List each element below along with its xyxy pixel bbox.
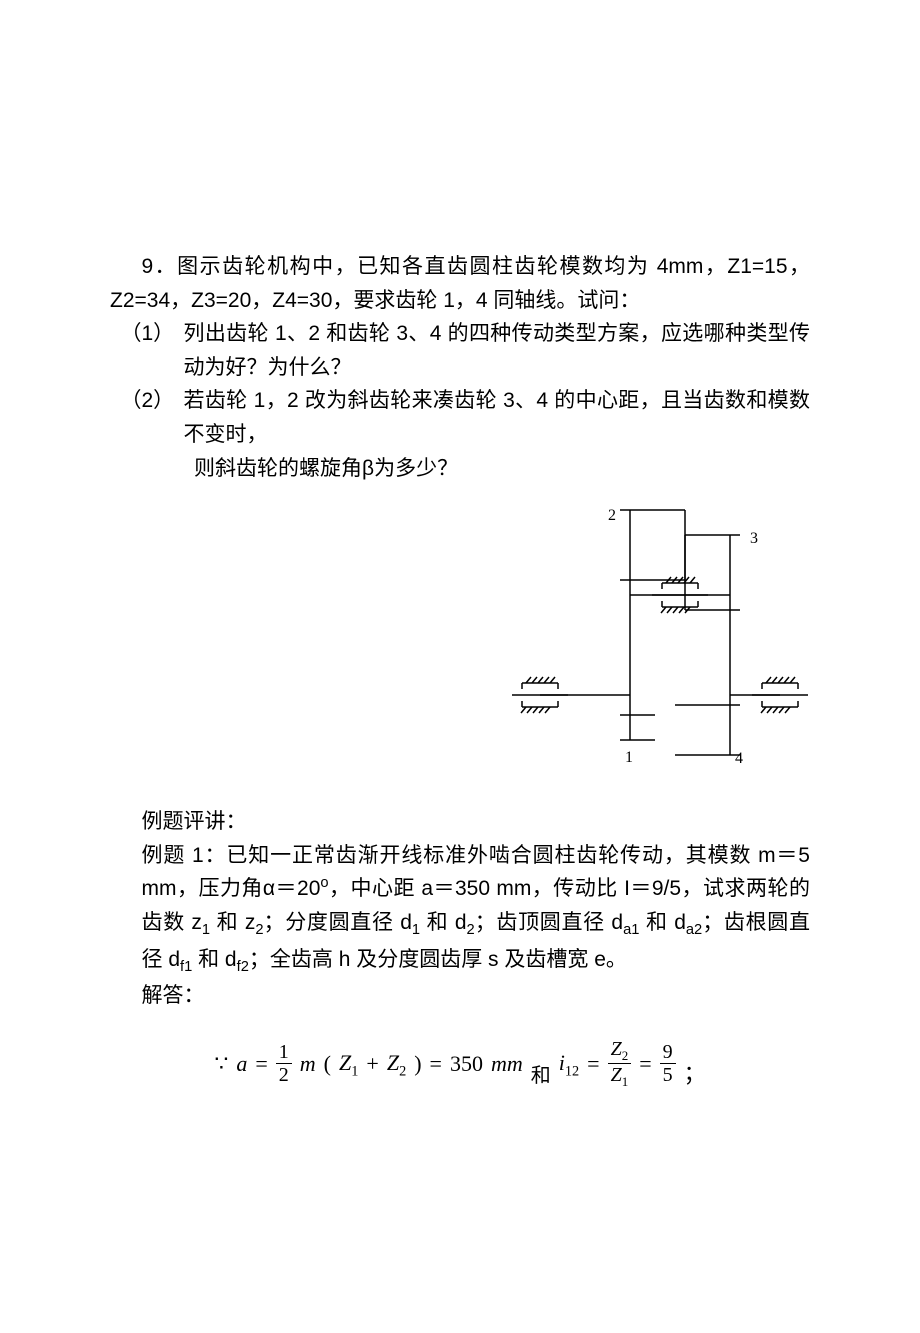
eq: = (587, 1046, 599, 1081)
formula-row: ∵ a = 1 2 m(Z1 + Z2) = 350mm 和 i12 = Z2 … (110, 1038, 810, 1090)
document-page: 9．图示齿轮机构中，已知各直齿圆柱齿轮模数均为 4mm，Z1=15，Z2=34，… (0, 0, 920, 1090)
sub: 1 (202, 922, 210, 938)
text: 和 d (639, 911, 685, 934)
text: 和 z (210, 911, 255, 934)
denom: 5 (660, 1063, 676, 1086)
lparen: ( (324, 1046, 331, 1081)
denom: 2 (276, 1063, 292, 1086)
text: ；全齿高 h 及分度圆齿厚 s 及齿槽宽 e。 (249, 948, 627, 971)
var-Z1: Z1 (339, 1045, 358, 1083)
example-block: 例题评讲： 例题 1：已知一正常齿渐开线标准外啮合圆柱齿轮传动，其模数 m＝5 … (110, 805, 810, 1013)
q9-item-2-sub: 则斜齿轮的螺旋角β为多少？ (121, 452, 811, 486)
item-text: 若齿轮 1，2 改为斜齿轮来凑齿轮 3、4 的中心距，且当齿数和模数不变时， (184, 384, 811, 451)
gear-diagram: 2 3 1 4 (480, 495, 810, 775)
numer: Z2 (608, 1038, 632, 1063)
eq: = (255, 1046, 267, 1081)
q9-item-1: （1） 列出齿轮 1、2 和齿轮 3、4 的四种传动类型方案，应选哪种类型传动为… (121, 317, 811, 384)
fraction-z2z1: Z2 Z1 (608, 1038, 632, 1090)
because-symbol: ∵ (214, 1046, 228, 1081)
sub: 2 (255, 922, 263, 938)
numer: 1 (276, 1041, 292, 1063)
sub: f1 (180, 959, 192, 975)
sub: 2 (467, 922, 475, 938)
semicolon: ； (684, 1056, 706, 1091)
rparen: ) (414, 1046, 421, 1081)
var-Z2: Z2 (387, 1045, 406, 1083)
item-text: 列出齿轮 1、2 和齿轮 3、4 的四种传动类型方案，应选哪种类型传动为好？为什… (184, 317, 811, 384)
q9-intro: 9．图示齿轮机构中，已知各直齿圆柱齿轮模数均为 4mm，Z1=15，Z2=34，… (110, 250, 810, 317)
svg-text:2: 2 (608, 507, 616, 524)
text: ；齿顶圆直径 d (475, 911, 623, 934)
eq: = (430, 1046, 442, 1081)
example-heading: 例题评讲： (142, 805, 811, 839)
svg-text:4: 4 (735, 750, 743, 767)
var-i12: i12 (559, 1045, 579, 1083)
answer-label: 解答： (142, 979, 811, 1013)
var-a: a (236, 1046, 247, 1081)
gear-diagram-wrap: 2 3 1 4 (110, 495, 840, 775)
sub: f2 (237, 959, 249, 975)
item-number: （1） (121, 317, 184, 384)
text: 和 d (192, 948, 236, 971)
sub: 1 (412, 922, 420, 938)
sub: a2 (686, 922, 702, 938)
fraction-95: 9 5 (660, 1041, 676, 1086)
q9-item-2: （2） 若齿轮 1，2 改为斜齿轮来凑齿轮 3、4 的中心距，且当齿数和模数不变… (121, 384, 811, 451)
value: 350 (450, 1046, 483, 1081)
denom: Z1 (608, 1063, 632, 1089)
sub: a1 (623, 922, 639, 938)
fraction-half: 1 2 (276, 1041, 292, 1086)
text: ；分度圆直径 d (264, 911, 412, 934)
plus: + (366, 1046, 378, 1081)
example-question: 例题 1：已知一正常齿渐开线标准外啮合圆柱齿轮传动，其模数 m＝5 mm，压力角… (142, 839, 811, 980)
text: 和 d (420, 911, 466, 934)
q9-items: （1） 列出齿轮 1、2 和齿轮 3、4 的四种传动类型方案，应选哪种类型传动为… (110, 317, 810, 485)
eq: = (639, 1046, 651, 1081)
item-number: （2） (121, 384, 184, 451)
unit: mm (491, 1046, 523, 1081)
numer: 9 (660, 1041, 676, 1063)
svg-text:1: 1 (625, 749, 633, 766)
var-m: m (300, 1046, 316, 1081)
degree-symbol: o (320, 875, 328, 891)
svg-text:3: 3 (750, 530, 758, 547)
and-word: 和 (531, 1060, 551, 1092)
